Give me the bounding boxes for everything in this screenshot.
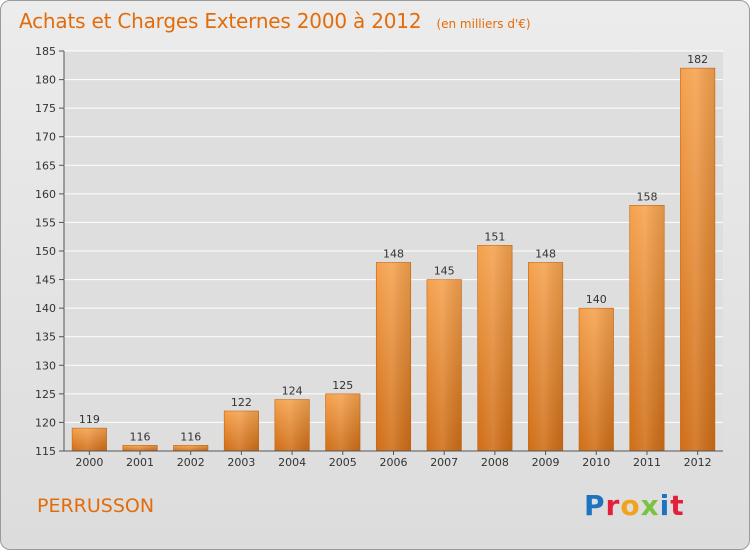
data-label: 116 [130,430,151,443]
data-label: 148 [383,247,404,260]
brand-logo: Proxit [584,489,685,522]
x-tick-label: 2004 [278,456,306,469]
bar-shine [528,262,563,451]
location-label: PERRUSSON [37,495,155,517]
y-tick-label: 140 [35,302,56,315]
y-tick-label: 180 [35,74,56,87]
x-tick-label: 2001 [126,456,154,469]
bar-shine [376,262,411,451]
y-tick-label: 165 [35,159,56,172]
y-tick-label: 120 [35,416,56,429]
chart-title: Achats et Charges Externes 2000 à 2012 [19,9,422,33]
bar-shine [477,245,513,451]
y-tick-label: 175 [35,102,56,115]
x-axis: 2000 2001 2002 2003 2004 2005 2006 2007 2008 2009… [64,450,723,469]
data-label: 158 [636,190,657,203]
title-row: Achats et Charges Externes 2000 à 2012 (… [19,9,531,39]
x-tick-label: 2000 [75,456,103,469]
x-tick-label: 2008 [481,456,509,469]
brand-letter: x [640,489,660,522]
bar-shine [629,205,665,451]
y-tick-label: 155 [35,216,56,229]
data-label: 148 [535,247,556,260]
y-tick-label: 115 [35,445,56,458]
data-label: 145 [434,265,455,278]
brand-letter: o [620,489,641,522]
y-tick-label: 185 [35,45,56,58]
data-labels: 119 116 116 122 124 125 148 145 151 148 140 158 182 [79,53,708,443]
bar-shine [274,399,310,451]
bar-shine [122,445,158,451]
x-tick-label: 2010 [582,456,610,469]
chart-subtitle: (en milliers d'€) [436,17,531,31]
bar-shine [72,428,107,451]
y-tick-label: 150 [35,245,56,258]
x-tick-label: 2007 [430,456,458,469]
bars [71,67,716,452]
bar-shine [426,279,462,451]
brand-letter: t [670,489,685,522]
data-label: 151 [484,230,505,243]
x-tick-label: 2012 [684,456,712,469]
data-label: 182 [687,53,708,66]
bar-shine [579,308,614,451]
data-label: 124 [282,385,303,398]
data-label: 116 [180,430,201,443]
bar-shine [680,68,715,452]
bar-shine [173,445,208,451]
y-tick-label: 135 [35,331,56,344]
data-label: 122 [231,396,252,409]
x-tick-label: 2011 [633,456,661,469]
y-tick-label: 170 [35,131,56,144]
bar-shine [224,411,259,451]
brand-letter: r [605,489,621,522]
data-label: 125 [332,379,353,392]
data-label: 119 [79,413,100,426]
brand-letter: P [584,489,606,522]
y-tick-label: 160 [35,188,56,201]
y-axis: 115 120 125 130 135 140 145 150 155 160 165 170 175 1… [35,45,65,458]
x-tick-label: 2006 [380,456,408,469]
y-tick-label: 145 [35,274,56,287]
data-label: 140 [586,293,607,306]
x-tick-label: 2009 [532,456,560,469]
brand-letter: i [659,489,671,522]
x-tick-label: 2005 [329,456,357,469]
x-tick-label: 2002 [177,456,205,469]
y-tick-label: 130 [35,359,56,372]
bar-shine [325,393,361,451]
x-tick-label: 2003 [227,456,255,469]
y-tick-label: 125 [35,388,56,401]
